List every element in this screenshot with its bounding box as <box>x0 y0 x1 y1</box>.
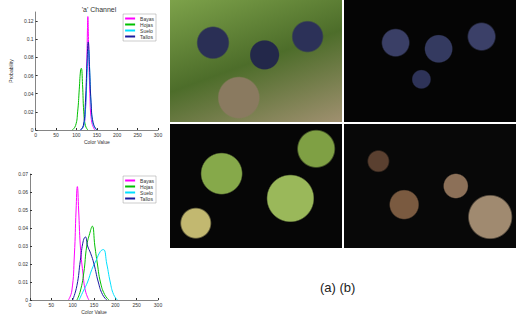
svg-text:150: 150 <box>93 132 102 138</box>
svg-text:0.03: 0.03 <box>18 243 28 249</box>
svg-text:0.05: 0.05 <box>18 207 28 213</box>
svg-text:250: 250 <box>133 132 142 138</box>
svg-text:Suelo: Suelo <box>140 27 153 34</box>
svg-text:0.02: 0.02 <box>18 261 28 267</box>
svg-text:200: 200 <box>113 132 122 138</box>
svg-text:300: 300 <box>154 132 163 138</box>
svg-text:0.02: 0.02 <box>24 109 34 115</box>
svg-text:150: 150 <box>90 302 99 308</box>
svg-text:Tallos: Tallos <box>140 196 153 202</box>
svg-text:0.04: 0.04 <box>24 91 34 97</box>
svg-text:0.06: 0.06 <box>18 189 28 195</box>
svg-text:0.12: 0.12 <box>24 18 34 24</box>
html-text:(a) (b): (a) (b) <box>320 280 356 295</box>
svg-text:Suelo: Suelo <box>140 189 153 196</box>
svg-text:0: 0 <box>29 302 32 308</box>
svg-text:Bayas: Bayas <box>140 177 154 184</box>
svg-text:300: 300 <box>154 302 163 308</box>
svg-text:0.01: 0.01 <box>18 279 28 285</box>
svg-text:Probability: Probability <box>8 59 14 83</box>
svg-text:Hojas: Hojas <box>140 183 153 190</box>
svg-text:0.1: 0.1 <box>27 36 34 42</box>
svg-text:Color Value: Color Value <box>81 309 107 315</box>
svg-text:0.08: 0.08 <box>24 54 34 60</box>
svg-text:0: 0 <box>25 297 28 303</box>
svg-text:Bayas: Bayas <box>140 15 154 22</box>
svg-text:0.07: 0.07 <box>18 171 28 177</box>
svg-text:250: 250 <box>132 302 141 308</box>
svg-text:'a' Channel: 'a' Channel <box>82 6 117 13</box>
svg-text:50: 50 <box>49 302 55 308</box>
svg-text:0.04: 0.04 <box>18 225 28 231</box>
svg-text:0: 0 <box>34 132 37 138</box>
svg-text:200: 200 <box>111 302 120 308</box>
svg-text:Tallos: Tallos <box>140 34 153 40</box>
svg-text:Color Value: Color Value <box>84 139 110 145</box>
svg-text:100: 100 <box>68 302 77 308</box>
svg-text:Hojas: Hojas <box>140 21 153 28</box>
svg-text:50: 50 <box>53 132 59 138</box>
svg-text:100: 100 <box>72 132 81 138</box>
svg-text:0: 0 <box>30 127 34 133</box>
svg-text:0.06: 0.06 <box>24 73 34 79</box>
